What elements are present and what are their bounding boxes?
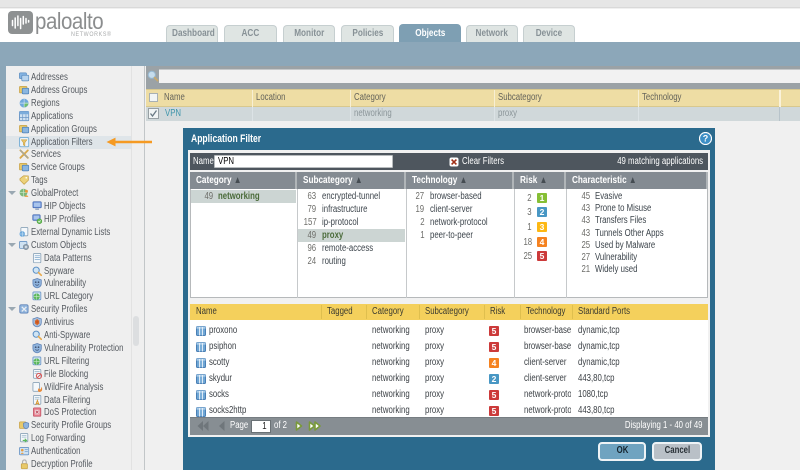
svg-text:?: ? <box>703 134 709 144</box>
